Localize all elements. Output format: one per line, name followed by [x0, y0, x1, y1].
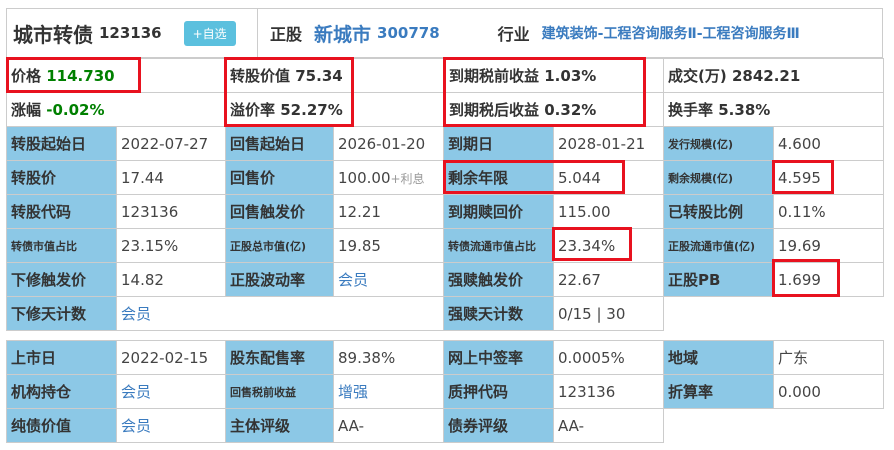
- field-value: 1.699: [773, 262, 884, 297]
- field-value: 100.00+利息: [333, 160, 444, 195]
- member-link[interactable]: 会员: [116, 408, 226, 443]
- member-link[interactable]: 会员: [116, 374, 226, 409]
- field-label: 折算率: [663, 374, 774, 409]
- field-label: 债券评级: [443, 408, 554, 443]
- field-label: 剩余年限: [443, 160, 554, 195]
- field-value: 22.67: [553, 262, 664, 297]
- bond-terms-table: 转股起始日 2022-07-27 回售起始日 2026-01-20 到期日 2028-01…: [6, 126, 884, 331]
- field-value: 19.69: [773, 228, 884, 263]
- field-value: 17.44: [116, 160, 226, 195]
- member-link[interactable]: 增强: [333, 374, 444, 409]
- field-label: 正股流通市值(亿): [663, 228, 774, 263]
- field-label: 回售起始日: [225, 126, 334, 161]
- field-label: 转股代码: [6, 194, 117, 229]
- field-value: 0.0005%: [553, 340, 664, 375]
- industry-label: 行业: [497, 25, 530, 44]
- stock-name-link[interactable]: 新城市: [314, 23, 372, 46]
- field-label: 机构持仓: [6, 374, 117, 409]
- field-label: 纯债价值: [6, 408, 117, 443]
- field-value: 23.15%: [116, 228, 226, 263]
- member-link[interactable]: 会员: [333, 262, 444, 297]
- member-link[interactable]: 会员: [116, 296, 444, 331]
- field-label: 发行规模(亿): [663, 126, 774, 161]
- turnover-cell: 换手率 5.38%: [663, 92, 884, 127]
- field-label: 正股波动率: [225, 262, 334, 297]
- bond-code: 123136: [99, 24, 162, 42]
- field-label: 地域: [663, 340, 774, 375]
- field-label: 强赎触发价: [443, 262, 554, 297]
- bond-name: 城市转债: [13, 22, 93, 47]
- change-value: -0.02%: [46, 101, 105, 119]
- field-label: 已转股比例: [663, 194, 774, 229]
- field-label: 转股价: [6, 160, 117, 195]
- table-row: 纯债价值 会员 主体评级 AA- 债券评级 AA-: [6, 408, 884, 443]
- premium-cell: 溢价率 52.27%: [225, 92, 445, 127]
- table-row: 上市日 2022-02-15 股东配售率 89.38% 网上中签率 0.0005% 地域 广东: [6, 340, 884, 375]
- field-label: 主体评级: [225, 408, 334, 443]
- field-label: 正股总市值(亿): [225, 228, 334, 263]
- field-value: 123136: [553, 374, 664, 409]
- ytm-post-cell: 到期税后收益 0.32%: [444, 92, 664, 127]
- table-row: 下修触发价 14.82 正股波动率 会员 强赎触发价 22.67 正股PB 1.699: [6, 262, 884, 297]
- table-row: 转股起始日 2022-07-27 回售起始日 2026-01-20 到期日 2028-01…: [6, 126, 884, 161]
- field-value: 123136: [116, 194, 226, 229]
- field-value: 2028-01-21: [553, 126, 664, 161]
- field-value: AA-: [553, 408, 664, 443]
- field-label: 转债流通市值占比: [443, 228, 554, 263]
- table-row: 转债市值占比 23.15% 正股总市值(亿) 19.85 转债流通市值占比 23.34% 正…: [6, 228, 884, 263]
- field-label: 上市日: [6, 340, 117, 375]
- field-value: 0/15 | 30: [553, 296, 664, 331]
- field-label: 转股起始日: [6, 126, 117, 161]
- field-label: 下修天计数: [6, 296, 117, 331]
- field-value: 0.11%: [773, 194, 884, 229]
- field-label: 正股PB: [663, 262, 774, 297]
- field-value: 5.044: [553, 160, 664, 195]
- stock-code-link[interactable]: 300778: [377, 24, 440, 42]
- table-row: 转股价 17.44 回售价 100.00+利息 剩余年限 5.044 剩余规模(亿) 4.59…: [6, 160, 884, 195]
- industry-link[interactable]: 建筑装饰-工程咨询服务Ⅱ-工程咨询服务Ⅲ: [541, 26, 800, 42]
- field-label: 网上中签率: [443, 340, 554, 375]
- field-value: 广东: [773, 340, 884, 375]
- add-watchlist-button[interactable]: +自选: [183, 20, 236, 46]
- stock-label: 正股: [270, 25, 303, 44]
- field-value: 23.34%: [553, 228, 664, 263]
- table-row: 机构持仓 会员 回售税前收益 增强 质押代码 123136 折算率 0.000: [6, 374, 884, 409]
- field-value: 4.600: [773, 126, 884, 161]
- field-label: 股东配售率: [225, 340, 334, 375]
- volume-cell: 成交(万) 2842.21: [663, 58, 884, 93]
- field-value: 2022-07-27: [116, 126, 226, 161]
- price-value: 114.730: [46, 67, 115, 85]
- field-label: 转债市值占比: [6, 228, 117, 263]
- field-value: 89.38%: [333, 340, 444, 375]
- change-cell: 涨幅 -0.02%: [6, 92, 226, 127]
- field-label: 回售税前收益: [225, 374, 334, 409]
- field-value: 14.82: [116, 262, 226, 297]
- field-value: 4.595: [773, 160, 884, 195]
- field-label: 质押代码: [443, 374, 554, 409]
- field-value: 2022-02-15: [116, 340, 226, 375]
- ytm-pre-cell: 到期税前收益 1.03%: [444, 58, 664, 93]
- field-value: 19.85: [333, 228, 444, 263]
- bond-info-table: 上市日 2022-02-15 股东配售率 89.38% 网上中签率 0.0005% 地域 广东…: [6, 340, 884, 443]
- field-value: 115.00: [553, 194, 664, 229]
- field-label: 到期日: [443, 126, 554, 161]
- price-cell: 价格 114.730: [6, 58, 226, 93]
- field-value: AA-: [333, 408, 444, 443]
- quote-table: 价格 114.730 转股价值 75.34 到期税前收益 1.03% 成交(万)…: [6, 58, 884, 127]
- table-row: 下修天计数 会员 强赎天计数 0/15 | 30: [6, 296, 884, 331]
- table-row: 转股代码 123136 回售触发价 12.21 到期赎回价 115.00 已转股比例 0.11…: [6, 194, 884, 229]
- field-label: 剩余规模(亿): [663, 160, 774, 195]
- field-label: 回售触发价: [225, 194, 334, 229]
- field-value: 2026-01-20: [333, 126, 444, 161]
- field-value: 12.21: [333, 194, 444, 229]
- field-label: 到期赎回价: [443, 194, 554, 229]
- bond-header: 城市转债 123136 +自选 正股 新城市 300778 行业 建筑装饰-工程…: [6, 8, 883, 58]
- field-label: 回售价: [225, 160, 334, 195]
- conv-value-cell: 转股价值 75.34: [225, 58, 445, 93]
- field-label: 下修触发价: [6, 262, 117, 297]
- field-label: 强赎天计数: [443, 296, 554, 331]
- field-value: 0.000: [773, 374, 884, 409]
